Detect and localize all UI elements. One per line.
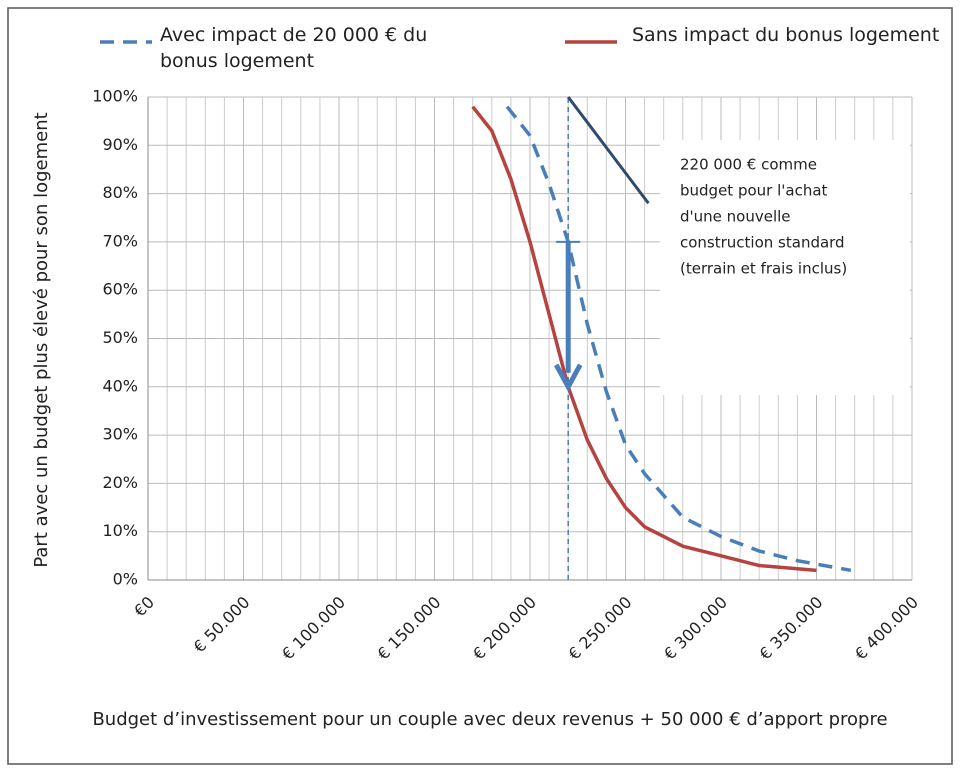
pointer-line [567, 96, 650, 205]
y-tick-label: 100% [92, 87, 138, 106]
series-line [471, 105, 817, 573]
legend-label: Sans impact du bonus logement [632, 24, 940, 46]
y-tick-label: 10% [102, 521, 138, 540]
x-tick-label: € 150.000 [373, 593, 444, 664]
frame [7, 7, 953, 765]
x-tick-label: € 300.000 [660, 593, 731, 664]
y-tick-label: 70% [102, 231, 138, 250]
annotation-text: construction standard [680, 234, 845, 252]
annotation-box [660, 140, 910, 395]
y-tick-label: 20% [102, 473, 138, 492]
y-tick-label: 40% [102, 376, 138, 395]
y-tick-label: 30% [102, 425, 138, 444]
y-tick-label: 0% [113, 570, 138, 589]
legend-label: Avec impact de 20 000 € du bonus logemen… [160, 24, 428, 72]
x-tick-label: € 400.000 [851, 593, 922, 664]
annotation-text: 220 000 € comme [680, 156, 817, 174]
x-tick-label: € 350.000 [755, 593, 826, 664]
annotation-text: budget pour l'achat [680, 182, 828, 200]
x-axis-label: Budget d’investissement pour un couple a… [92, 709, 887, 730]
x-tick-label: € 50.000 [190, 593, 254, 657]
y-tick-label: 50% [102, 328, 138, 347]
x-tick-label: € 200.000 [469, 593, 540, 664]
y-tick-label: 90% [102, 135, 138, 154]
series-line [505, 105, 852, 573]
y-axis-label: Part avec un budget plus élevé pour son … [31, 112, 52, 567]
x-tick-label: € 100.000 [278, 593, 349, 664]
arrow-head [554, 363, 583, 393]
annotation-text: (terrain et frais inclus) [680, 260, 847, 278]
annotation-text: d'une nouvelle [680, 208, 791, 226]
x-tick-label: €0 [130, 593, 158, 621]
y-tick-label: 60% [102, 280, 138, 299]
y-tick-label: 80% [102, 183, 138, 202]
x-tick-label: € 250.000 [564, 593, 635, 664]
